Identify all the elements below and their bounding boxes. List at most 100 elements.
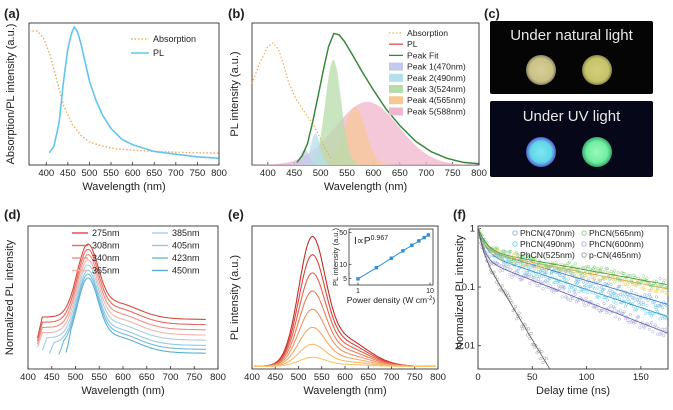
data-point bbox=[658, 277, 662, 281]
legend-swatch bbox=[389, 73, 403, 82]
inset-y-tick-label: 5 bbox=[343, 276, 347, 283]
data-point bbox=[516, 253, 520, 257]
x-tick-label: 150 bbox=[633, 372, 649, 383]
data-point bbox=[549, 271, 553, 276]
series-line-450nm bbox=[65, 277, 206, 354]
data-point bbox=[621, 271, 625, 275]
data-point bbox=[543, 263, 547, 267]
data-point bbox=[619, 278, 623, 282]
data-point bbox=[583, 284, 587, 288]
data-point bbox=[605, 267, 610, 271]
inset-data-point bbox=[374, 265, 379, 270]
data-point bbox=[543, 279, 547, 283]
data-point bbox=[662, 334, 666, 338]
data-point bbox=[590, 275, 594, 279]
data-point bbox=[597, 278, 601, 282]
plot-frame bbox=[28, 22, 220, 166]
data-point bbox=[633, 308, 637, 312]
legend-label: Peak 2(490nm) bbox=[407, 73, 466, 83]
series-line-absorption bbox=[251, 41, 332, 159]
data-point bbox=[503, 288, 507, 292]
data-point bbox=[515, 262, 519, 266]
data-point bbox=[640, 286, 644, 290]
legend-label-275nm: 275nm bbox=[92, 228, 120, 238]
vial-uv-left bbox=[526, 137, 556, 167]
chart-b: 400 450 500 550 600 650 700 750 800 Wavelength (n… bbox=[229, 22, 487, 193]
data-point bbox=[565, 271, 569, 275]
photo-natural-light: Under natural light bbox=[490, 21, 653, 94]
data-point bbox=[573, 292, 577, 296]
data-point bbox=[583, 271, 587, 275]
inset-x-tick-label: 1 bbox=[356, 288, 360, 295]
data-point bbox=[574, 277, 579, 282]
data-point bbox=[586, 276, 590, 280]
inset-x-tick-label: 10 bbox=[426, 288, 434, 295]
data-point bbox=[515, 317, 519, 321]
data-point bbox=[552, 264, 556, 268]
inset-y-tick-label: 10 bbox=[339, 262, 347, 269]
data-point bbox=[598, 268, 602, 272]
data-point bbox=[541, 360, 545, 365]
x-tick-label: 750 bbox=[189, 168, 205, 179]
data-point bbox=[642, 326, 647, 330]
data-point bbox=[498, 288, 502, 292]
data-point bbox=[521, 277, 525, 281]
fit-line bbox=[477, 228, 668, 317]
data-point bbox=[510, 275, 514, 279]
data-point bbox=[663, 291, 667, 295]
data-point bbox=[604, 267, 608, 271]
data-point bbox=[545, 271, 549, 275]
data-point bbox=[602, 301, 606, 305]
legend-label-pl: PL bbox=[153, 48, 164, 58]
chart-f: 0 50 100 150 0.01 0.1 1 Delay time (ns) Normaliz… bbox=[454, 223, 669, 397]
data-point bbox=[607, 281, 611, 285]
data-point bbox=[583, 304, 587, 308]
data-point bbox=[533, 263, 537, 268]
x-tick-label: 800 bbox=[210, 372, 226, 383]
data-point bbox=[602, 275, 606, 280]
data-point bbox=[567, 260, 571, 264]
data-point bbox=[651, 330, 655, 334]
data-point bbox=[517, 311, 521, 315]
x-tick-label: 600 bbox=[115, 372, 131, 383]
data-point bbox=[654, 307, 659, 312]
data-point bbox=[577, 299, 581, 303]
data-point bbox=[528, 281, 532, 285]
panel-label-f: (f) bbox=[453, 207, 466, 222]
legend-label: Peak 1(470nm) bbox=[407, 62, 466, 72]
legend-marker bbox=[581, 252, 587, 258]
x-tick-label: 400 bbox=[260, 168, 276, 179]
data-point bbox=[617, 285, 622, 289]
plot-frame bbox=[477, 225, 669, 370]
y-tick-label: 0.1 bbox=[462, 282, 475, 293]
data-point bbox=[613, 280, 617, 284]
legend-label-385nm: 385nm bbox=[172, 228, 200, 238]
data-point bbox=[610, 275, 614, 279]
x-tick-label: 600 bbox=[125, 168, 141, 179]
data-point bbox=[585, 290, 589, 295]
data-point bbox=[566, 277, 570, 281]
data-point bbox=[559, 274, 563, 278]
vial-uv-right bbox=[582, 137, 612, 167]
legend-swatch bbox=[389, 96, 403, 105]
chart-d: 400 450 500 550 600 650 700 750 800 Wavelength (n… bbox=[4, 225, 226, 397]
data-point bbox=[665, 292, 669, 296]
legend-label-365nm: 365nm bbox=[92, 266, 120, 276]
data-point bbox=[528, 270, 532, 274]
inset-y-axis-label: PL intensity (a.u.) bbox=[331, 227, 340, 286]
data-point bbox=[582, 289, 586, 293]
data-point bbox=[509, 267, 513, 271]
data-point bbox=[531, 276, 536, 280]
data-point bbox=[499, 258, 503, 262]
data-point bbox=[634, 283, 638, 287]
x-tick-label: 400 bbox=[20, 372, 36, 383]
data-point bbox=[573, 262, 577, 266]
legend-marker bbox=[581, 241, 587, 247]
data-point bbox=[536, 263, 540, 267]
data-point bbox=[554, 261, 558, 265]
data-point bbox=[559, 281, 563, 285]
legend-marker bbox=[512, 252, 518, 258]
data-point bbox=[663, 278, 667, 282]
data-point bbox=[523, 256, 527, 260]
data-point bbox=[504, 263, 508, 267]
